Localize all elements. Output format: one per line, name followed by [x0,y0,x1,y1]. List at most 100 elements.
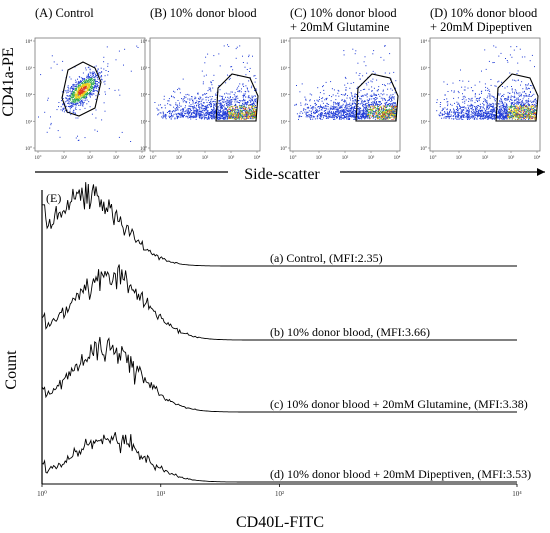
data-point [68,101,70,103]
data-point [371,109,373,110]
data-point [392,115,394,117]
data-point [448,113,450,115]
data-point [184,107,186,109]
data-point [303,109,304,111]
data-point [168,111,169,113]
data-point [76,83,78,85]
data-point [219,113,221,115]
data-point [372,108,374,110]
data-point [227,116,229,118]
data-point [204,116,206,118]
data-point [223,109,225,111]
data-point [84,83,86,84]
data-point [88,101,90,103]
data-point [217,117,218,119]
data-point [357,106,359,108]
data-point [497,81,499,83]
data-point [385,113,387,115]
data-point [369,104,371,106]
data-point [234,117,236,119]
data-point [337,114,339,116]
data-point [355,114,357,116]
data-point [198,115,200,117]
data-point [177,116,179,118]
data-point [370,116,372,118]
data-point [392,114,394,116]
data-point [350,109,352,111]
data-point [169,116,171,117]
data-point [210,111,212,113]
data-point [180,109,182,111]
data-point [246,113,248,115]
data-point [360,90,362,92]
data-point [119,94,121,96]
data-point [349,118,351,120]
data-point [94,78,96,80]
data-point [465,107,467,109]
data-point [358,118,359,120]
data-point [371,110,373,112]
data-point [379,95,381,97]
data-point [332,108,333,110]
data-point [79,94,81,96]
data-point [240,116,242,118]
data-point [337,111,339,113]
data-point [317,115,319,117]
data-point [351,102,353,104]
data-point [76,86,78,88]
data-point [77,78,78,80]
data-point [354,53,356,55]
data-point [83,78,85,80]
data-point [204,114,206,116]
data-point [379,101,381,103]
data-point [388,99,390,101]
data-point [322,86,323,88]
data-point [251,106,252,107]
data-point [204,117,206,119]
data-point [188,111,190,113]
data-point [77,85,79,87]
data-point [226,117,228,119]
data-point [493,96,495,98]
data-point [358,103,360,105]
data-point [317,106,319,108]
data-point [392,110,394,112]
data-point [352,102,354,104]
data-point [254,95,256,97]
scatter-points-0 [38,45,139,142]
data-point [86,87,88,89]
data-point [107,71,109,72]
data-point [374,105,376,107]
data-point [376,102,377,104]
data-point [307,114,308,116]
data-point [305,116,307,118]
data-point [160,104,161,106]
data-point [486,113,488,115]
data-point [358,91,360,93]
data-point [177,109,179,111]
data-point [77,84,79,86]
data-point [436,102,438,103]
data-point [78,91,80,92]
data-point [246,113,248,115]
data-point [50,124,52,126]
data-point [235,118,237,120]
data-point [169,113,171,115]
data-point [527,103,529,105]
data-point [106,46,108,48]
data-point [100,76,102,78]
data-point [82,96,84,98]
data-point [367,100,369,101]
data-point [531,113,533,115]
data-point [206,101,208,103]
data-point [521,104,523,106]
data-point [168,110,170,112]
data-point [249,104,250,106]
data-point [354,114,356,116]
data-point [393,115,395,117]
data-point [377,111,379,113]
data-point [366,96,368,98]
data-point [345,116,347,118]
data-point [374,108,376,110]
data-point [248,105,250,107]
